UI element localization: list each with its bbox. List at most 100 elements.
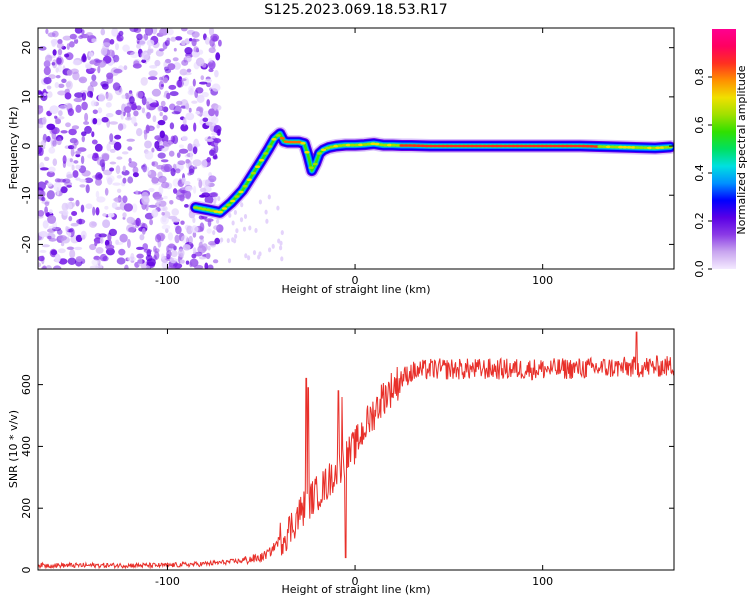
spectrogram-noise-blob [204, 262, 209, 269]
spectrogram-noise-blob [157, 152, 166, 159]
spectrogram-noise-blob [96, 196, 106, 203]
spectrogram-noise-blob [156, 200, 162, 205]
spectrogram-noise-blob [213, 144, 219, 154]
spectrogram-noise-blob [213, 138, 222, 144]
spectrogram-noise-blob [126, 216, 135, 224]
spectrogram-noise-blob [111, 202, 118, 209]
spectrogram-frame [37, 27, 675, 270]
spectrogram-noise-blob [71, 202, 75, 207]
spectrogram-noise-blob [211, 83, 221, 92]
spectrogram-noise-blob [207, 245, 211, 251]
spectrogram-noise-blob [265, 218, 269, 224]
spectrogram-noise-blob [131, 103, 138, 111]
spectrogram-noise-blob [38, 46, 47, 51]
colorbar-tick-label: 0.2 [693, 212, 706, 230]
spectrogram-noise-blob [57, 39, 63, 45]
spectrogram-noise-blob [67, 246, 74, 250]
spectrogram-noise-blob [235, 228, 239, 234]
spectrogram-noise-blob [66, 43, 70, 50]
spectrogram-noise-blob [213, 225, 220, 231]
spectrogram-noise-blob [54, 115, 58, 119]
spectrogram-noise-blob [70, 148, 75, 157]
spectrogram-noise-blob [163, 77, 168, 84]
spectrogram-ridge-core [370, 142, 376, 145]
spectrogram-noise-blob [216, 129, 221, 136]
spectrogram-noise-blob [210, 192, 219, 198]
spectrogram-noise-blob [85, 184, 90, 194]
spectrogram-noise-blob [141, 228, 146, 235]
spectrogram-noise-blob [157, 105, 163, 112]
spectrogram-noise-blob [258, 251, 262, 257]
spectrogram-noise-blob [120, 111, 124, 120]
spectrogram-noise-blob [66, 184, 72, 188]
spectrogram-noise-blob [228, 212, 232, 218]
spectrogram-noise-blob [139, 234, 145, 241]
spectrogram-noise-blob [182, 117, 187, 126]
spectrogram-noise-blob [147, 170, 152, 175]
spectrogram-noise-blob [173, 62, 181, 70]
spectrogram-noise-blob [67, 257, 77, 265]
spectrogram-noise-blob [45, 28, 49, 35]
spectrogram-ridge-core [304, 150, 310, 154]
spectrogram-ridge-core [531, 144, 537, 148]
spectrogram-noise-blob [101, 116, 109, 123]
spectrogram-noise-blob [199, 222, 205, 232]
spectrogram-noise-blob [151, 177, 159, 184]
spectrogram-noise-blob [47, 166, 56, 173]
spectrogram-noise-blob [105, 244, 115, 250]
colorbar: 0.0 0.2 0.4 0.6 0.8 Normalized spectral ampl… [693, 29, 748, 278]
spectrogram-noise-blob [68, 197, 75, 202]
spectrogram-noise-blob [206, 228, 212, 234]
spectrogram-noise-blob [144, 140, 152, 149]
spectrogram-noise-blob [127, 176, 134, 184]
spectrogram-noise-blob [81, 55, 87, 63]
spectrogram-noise-blob [50, 39, 59, 45]
spectrogram-noise-blob [46, 171, 55, 178]
spectrogram-noise-blob [122, 195, 128, 203]
spectrogram-noise-blob [141, 195, 150, 205]
spectrogram-noise-blob [204, 37, 210, 45]
spectrogram-noise-blob [39, 249, 47, 253]
spectrogram-noise-blob [204, 78, 213, 83]
spectrogram-noise-blob [149, 102, 159, 108]
spectrogram-noise-blob [39, 190, 46, 197]
spectrogram-noise-blob [185, 102, 190, 110]
spectrogram-noise-blob [43, 66, 51, 76]
snr-y-tick-label: 600 [20, 374, 33, 395]
spectrogram-noise-blob [52, 140, 57, 147]
spectrogram-noise-blob [78, 76, 88, 84]
spectrogram-noise-blob [69, 41, 75, 48]
spectrogram-noise-blob [81, 29, 85, 35]
spectrogram-noise-blob [164, 68, 172, 74]
spectrogram-noise-blob [279, 245, 283, 251]
spectrogram-ridge [188, 126, 674, 220]
spectrogram-noise-blob [129, 28, 139, 33]
spectrogram-noise-blob [100, 28, 106, 36]
spectrogram-noise-blob [57, 48, 63, 56]
spectrogram-noise-blob [158, 80, 164, 90]
spectrogram-ridge-core [630, 146, 636, 149]
spectrogram-noise-blob [95, 247, 104, 254]
spectrogram-ridge-core [548, 144, 554, 148]
spectrogram-noise-blob [43, 92, 47, 97]
spectrogram-noise-blob [218, 39, 222, 47]
spectrogram-ridge-core [420, 144, 426, 148]
spectrogram-ridge-core [539, 144, 545, 148]
spectrogram-noise-blob [146, 112, 151, 119]
spectrogram-ridge-core [622, 145, 628, 149]
spectrogram-noise-blob [75, 164, 81, 170]
spectrogram-noise-blob [44, 156, 50, 161]
spectrogram-noise-blob [38, 105, 44, 114]
snr-y-ticks: 0 200 400 600 [20, 374, 674, 574]
spectrogram-noise-blob [264, 209, 268, 215]
spectrogram-noise-blob [51, 30, 59, 38]
spectrogram-noise-blob [131, 203, 138, 213]
spectrogram-noise-blob [179, 259, 185, 264]
spectrogram-noise-blob [179, 78, 187, 82]
spectrogram-ridge-core [287, 140, 294, 144]
spectrogram-noise-blob [88, 38, 92, 43]
spectrogram-noise-blob [62, 209, 69, 216]
spectrogram-noise-blob [209, 149, 215, 156]
spectrogram-noise-blob [75, 150, 82, 154]
spectrogram-noise-blob [89, 80, 98, 87]
